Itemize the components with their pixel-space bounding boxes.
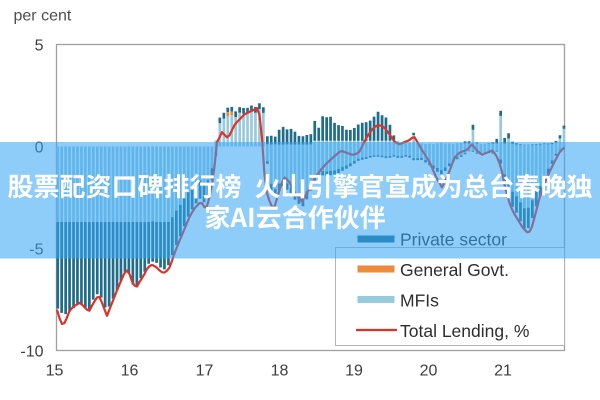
svg-text:5: 5 bbox=[35, 38, 44, 55]
svg-text:21: 21 bbox=[494, 363, 512, 380]
svg-text:Total Lending, %: Total Lending, % bbox=[400, 321, 529, 341]
svg-text:-10: -10 bbox=[20, 344, 43, 361]
svg-text:MFIs: MFIs bbox=[400, 291, 439, 311]
svg-text:General Govt.: General Govt. bbox=[400, 260, 509, 280]
svg-text:per cent: per cent bbox=[14, 8, 72, 25]
svg-text:18: 18 bbox=[271, 363, 289, 380]
svg-text:15: 15 bbox=[46, 363, 64, 380]
svg-text:20: 20 bbox=[420, 363, 438, 380]
svg-text:17: 17 bbox=[196, 363, 214, 380]
svg-text:16: 16 bbox=[121, 363, 139, 380]
svg-text:19: 19 bbox=[345, 363, 363, 380]
